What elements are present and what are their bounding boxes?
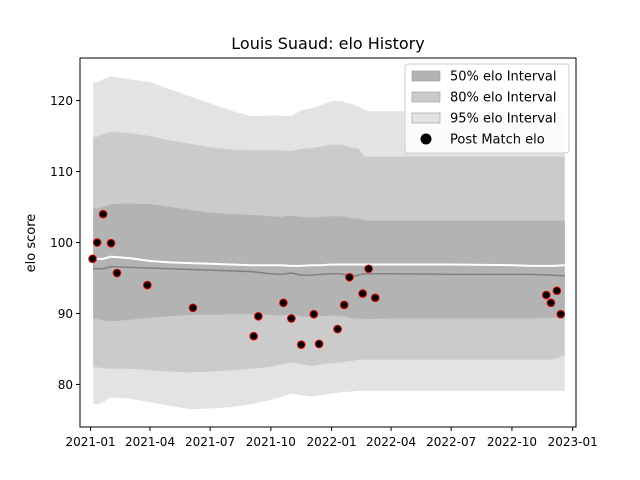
y-tick-label: 100: [50, 236, 73, 250]
post-match-point: [92, 238, 102, 247]
x-tick-label: 2021-07: [185, 435, 235, 449]
x-tick-label: 2022-10: [487, 435, 537, 449]
post-match-point: [364, 264, 373, 274]
post-match-point: [309, 309, 319, 319]
post-match-point: [249, 331, 258, 341]
legend-swatch: [411, 112, 441, 124]
band-50-interval: [93, 203, 565, 322]
legend-label: Post Match elo: [450, 133, 545, 148]
legend-label: 80% elo Interval: [450, 91, 557, 106]
mean-line: [93, 255, 565, 267]
legend-swatch: [411, 91, 441, 103]
post-match-point: [333, 324, 342, 334]
y-axis-label: elo score: [24, 214, 39, 273]
y-tick-label: 80: [58, 378, 73, 392]
y-tick-label: 90: [58, 307, 73, 321]
x-tick-label: 2022-07: [426, 435, 476, 449]
chart-title: Louis Suaud: elo History: [231, 34, 424, 53]
post-match-point: [541, 290, 551, 300]
x-tick-label: 2021-10: [246, 435, 296, 449]
x-tick-label: 2022-01: [307, 435, 357, 449]
post-match-point: [552, 286, 562, 296]
y-tick-label: 120: [50, 94, 73, 108]
post-match-point: [98, 209, 108, 219]
post-match-point: [287, 314, 296, 323]
legend-label: 50% elo Interval: [450, 70, 557, 85]
post-match-point: [314, 339, 324, 349]
x-tick-label: 2021-01: [65, 435, 115, 449]
post-match-point: [279, 298, 288, 308]
post-match-point: [345, 272, 354, 282]
post-match-point: [358, 289, 367, 298]
post-match-point: [88, 254, 97, 264]
post-match-point: [546, 298, 556, 308]
plot-area: [88, 76, 566, 410]
legend-label: 95% elo Interval: [450, 112, 557, 127]
post-match-point: [112, 268, 122, 278]
x-tick-label: 2023-01: [548, 435, 598, 449]
post-match-point: [188, 303, 198, 313]
post-match-point: [339, 300, 349, 310]
post-match-point: [370, 293, 380, 303]
legend-box: [404, 63, 570, 154]
median-line: [93, 265, 565, 278]
x-tick-label: 2022-04: [366, 435, 416, 449]
post-match-point: [143, 280, 152, 290]
post-match-point: [296, 340, 306, 349]
legend-swatch: [411, 70, 441, 82]
y-tick-label: 110: [50, 165, 73, 179]
legend-marker: [420, 133, 432, 145]
x-tick-label: 2021-04: [125, 435, 175, 449]
post-match-point: [254, 312, 263, 321]
post-match-point: [106, 238, 116, 248]
legend: 50% elo Interval 80% elo Interval 95% elo …: [404, 63, 570, 154]
post-match-point: [556, 309, 566, 319]
axes: 80 90 100 110 120 2021-01 2021-04 2021-07 2021-1…: [50, 57, 598, 449]
